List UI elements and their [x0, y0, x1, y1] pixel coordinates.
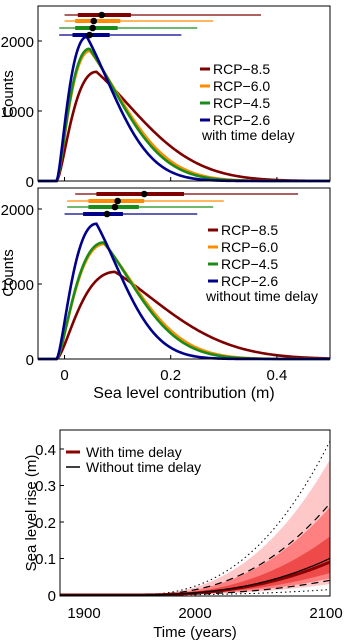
density-curve-1 — [38, 49, 330, 183]
range-median-1 — [90, 17, 98, 25]
panel-bottom-ytick-0.2: 0.2 — [35, 515, 56, 532]
panel-middle-bars — [64, 190, 299, 218]
panel-middle-ytick-2000: 2000 — [1, 202, 34, 219]
density-curve-0 — [38, 270, 331, 361]
range-median-0 — [98, 11, 106, 19]
legend-label-rcp60: RCP−6.0 — [213, 78, 270, 94]
panel-top-legend: RCP−8.5 RCP−6.0 RCP−4.5 RCP−2.6 with tim… — [200, 61, 295, 143]
panel-bottom-ytick-0.1: 0.1 — [35, 551, 56, 568]
range-median-3 — [103, 210, 111, 218]
range-median-0 — [140, 190, 148, 198]
legend-label-rcp85: RCP−8.5 — [213, 61, 270, 77]
panel-middle-xtick-0.4: 0.4 — [266, 367, 287, 384]
density-curve-2 — [38, 47, 330, 183]
range-median-3 — [86, 31, 93, 39]
panel-bottom-plot — [60, 440, 331, 597]
panel-bottom-ylabel: Sea level rise (m) — [23, 455, 40, 572]
panel-bottom-xlabel: Time (years) — [153, 624, 237, 641]
panel-middle-legend: RCP−8.5 RCP−6.0 RCP−4.5 RCP−2.6 without … — [205, 222, 318, 304]
panel-top-curves — [38, 35, 331, 183]
legend-label-rcp26: RCP−2.6 — [221, 273, 278, 289]
range-median-2 — [111, 203, 119, 211]
range-median-1 — [114, 197, 121, 205]
panel-bottom-xtick-2100: 2100 — [309, 605, 342, 622]
panel-middle-ylabel: Counts — [0, 249, 17, 297]
panel-top-ticks — [38, 40, 278, 182]
panel-middle-xtick-0.2: 0.2 — [160, 367, 181, 384]
panel-bottom-legend: With time delay Without time delay — [66, 444, 201, 475]
legend-label-rcp60: RCP−6.0 — [221, 239, 278, 255]
panel-bottom-ytick-0.3: 0.3 — [35, 478, 56, 495]
panel-top: 0 1000 2000 Counts RCP−8.5 RCP−6.0 RCP−4… — [0, 5, 331, 191]
panel-bottom-ytick-0.4: 0.4 — [35, 442, 56, 459]
panel-top-bars — [59, 11, 261, 39]
panel-middle-xlabel: Sea level contribution (m) — [93, 385, 274, 402]
legend-label-with-delay: With time delay — [86, 444, 182, 460]
legend-label-without-delay: Without time delay — [86, 459, 201, 475]
legend-label-rcp45: RCP−4.5 — [221, 256, 278, 272]
median-without-delay — [60, 557, 331, 596]
panel-middle-frame — [37, 187, 331, 360]
legend-label-rcp45: RCP−4.5 — [213, 95, 270, 111]
legend-title-with-delay: with time delay — [201, 127, 295, 143]
panel-top-ylabel: Counts — [0, 70, 17, 118]
panel-bottom: 0 0.1 0.2 0.3 0.4 1900 2000 2100 Sea lev… — [23, 429, 343, 641]
panel-middle-xtick-0: 0 — [60, 367, 68, 384]
panel-bottom-ticks — [60, 448, 196, 596]
panel-top-ytick-1000: 1000 — [1, 104, 34, 121]
panel-middle-ticks — [38, 208, 278, 360]
panel-middle: 0 1000 2000 0 0.2 0.4 Counts Sea level c… — [0, 187, 331, 402]
panel-middle-ytick-0: 0 — [26, 352, 34, 369]
panel-top-ytick-2000: 2000 — [1, 34, 34, 51]
panel-bottom-xtick-2000: 2000 — [178, 605, 211, 622]
legend-label-rcp85: RCP−8.5 — [221, 222, 278, 238]
legend-title-without-delay: without time delay — [205, 288, 318, 304]
panel-top-frame — [37, 5, 331, 182]
panel-top-ytick-0: 0 — [26, 174, 34, 191]
panel-middle-ytick-1000: 1000 — [1, 277, 34, 294]
range-median-2 — [89, 24, 96, 32]
legend-label-rcp26: RCP−2.6 — [213, 112, 270, 128]
panel-bottom-ytick-0: 0 — [48, 588, 56, 605]
panel-bottom-xtick-1900: 1900 — [67, 605, 100, 622]
